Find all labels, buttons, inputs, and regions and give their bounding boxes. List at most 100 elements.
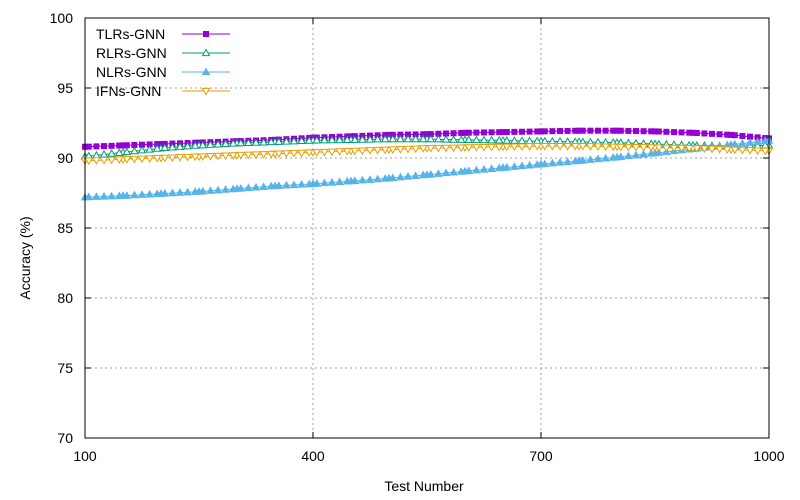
curve-marker: [760, 136, 770, 145]
curve-marker: [221, 139, 230, 148]
curve-marker: [677, 144, 686, 153]
curve-marker: [639, 144, 648, 152]
curve-marker: [123, 142, 130, 149]
curve-marker: [631, 150, 641, 159]
curve-marker: [648, 128, 655, 135]
curve-marker: [304, 179, 314, 188]
curve-marker: [99, 191, 109, 200]
curve-marker: [213, 185, 223, 194]
curve-marker: [487, 164, 496, 172]
curve-marker: [282, 136, 291, 145]
curve-marker: [701, 130, 708, 137]
curve-marker: [586, 143, 595, 151]
curve-marker: [84, 157, 94, 166]
curve-marker: [456, 135, 466, 143]
curve-marker: [388, 173, 398, 182]
axes: 70 75 80 85 90 95 100 100 400 700 1000: [50, 10, 785, 464]
curve-marker: [511, 128, 518, 135]
curve-marker: [563, 142, 572, 151]
legend-marker: [203, 31, 209, 37]
curve-marker: [388, 134, 398, 143]
curve-marker: [259, 151, 268, 159]
curve-marker: [692, 145, 702, 153]
legend-item: TLRs-GNN: [96, 26, 230, 42]
curve-marker: [114, 156, 124, 165]
curve-marker: [160, 188, 170, 197]
curve-marker: [221, 152, 230, 161]
legend-item: IFNs-GNN: [96, 83, 230, 99]
curve-marker: [342, 176, 352, 185]
curve-marker: [266, 150, 276, 159]
curve-marker: [631, 144, 641, 152]
curve-marker: [449, 144, 458, 153]
curve-marker: [403, 134, 413, 143]
curve-marker: [380, 134, 390, 143]
x-tick-label: 100: [73, 448, 97, 464]
legend-label: TLRs-GNN: [96, 26, 165, 42]
curve-marker: [510, 162, 519, 170]
curve-marker: [671, 129, 677, 136]
curve-marker: [684, 145, 694, 153]
curve-marker: [107, 156, 116, 165]
curve-marker: [251, 182, 261, 191]
curve-marker: [479, 144, 489, 152]
curve-marker: [418, 134, 428, 143]
curve-marker: [168, 142, 177, 151]
curve-marker: [587, 127, 594, 134]
curve-marker: [494, 135, 504, 144]
curve-marker: [175, 154, 185, 162]
curve-marker: [669, 144, 679, 153]
curve-marker: [586, 155, 595, 163]
curve-marker: [183, 187, 192, 196]
legend-item: NLRs-GNN: [96, 64, 230, 80]
curve-marker: [441, 144, 451, 153]
curve-marker: [411, 145, 420, 154]
curve-marker: [251, 138, 261, 146]
curve-marker: [396, 146, 405, 154]
curve-marker: [570, 142, 580, 151]
curve-marker: [152, 144, 162, 152]
curve-marker: [266, 137, 276, 146]
curve-marker: [549, 128, 556, 135]
curve-marker: [282, 180, 291, 189]
curve-marker: [183, 153, 192, 162]
legend: TLRs-GNN RLRs-GNN NLRs-GNN IFNs-GNN: [96, 26, 230, 99]
curve-marker: [244, 151, 253, 160]
curve-marker: [532, 143, 542, 151]
curve-marker: [137, 190, 147, 198]
curve-marker: [488, 129, 495, 136]
curve-marker: [608, 153, 618, 161]
curve-marker: [312, 179, 322, 187]
y-tick-label: 85: [57, 220, 73, 236]
curve-marker: [426, 169, 436, 178]
curve-marker: [297, 180, 306, 188]
curve-marker: [655, 128, 662, 135]
curve-marker: [373, 134, 382, 143]
curve-marker: [464, 166, 474, 175]
curve-marker: [502, 136, 512, 144]
curve-marker: [496, 129, 503, 136]
curve-marker: [206, 186, 215, 194]
legend-marker: [201, 67, 211, 76]
curve-marker: [289, 180, 299, 189]
curve-marker: [494, 143, 504, 152]
curve-marker: [434, 144, 443, 153]
curve-marker: [327, 148, 337, 157]
curve-marker: [175, 142, 185, 150]
curve-marker: [160, 143, 170, 152]
curve-marker: [198, 140, 208, 149]
curve-marker: [206, 140, 215, 148]
curve-marker: [686, 129, 693, 136]
curve-marker: [342, 148, 352, 156]
curve-marker: [206, 153, 215, 161]
curve-marker: [738, 146, 747, 155]
curve-marker: [190, 141, 200, 149]
curve-marker: [458, 129, 465, 136]
curve-marker: [160, 154, 170, 163]
curve-marker: [358, 147, 367, 156]
curve-marker: [639, 149, 648, 158]
curve-marker: [441, 134, 451, 143]
curve-marker: [251, 151, 261, 160]
curve-marker: [519, 128, 525, 135]
